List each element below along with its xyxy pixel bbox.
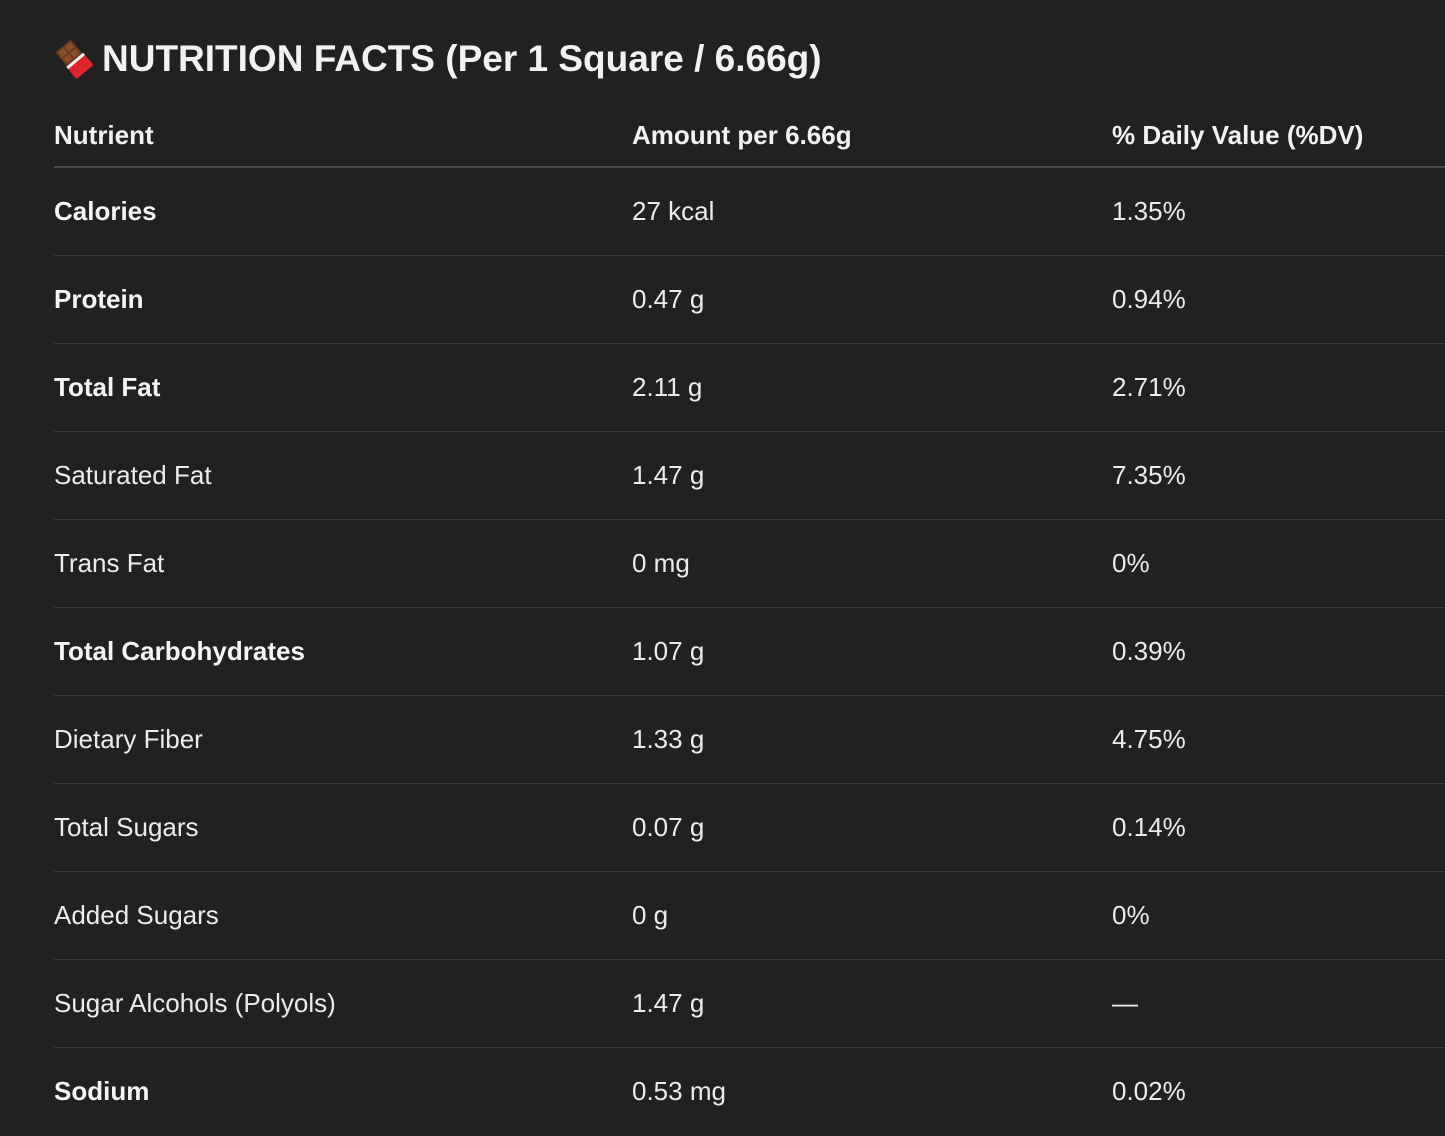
daily-value-cell: 4.75% bbox=[1112, 695, 1445, 784]
nutrition-table: Nutrient Amount per 6.66g % Daily Value … bbox=[54, 104, 1445, 1135]
column-header-amount: Amount per 6.66g bbox=[632, 104, 1112, 168]
daily-value-cell: 1.35% bbox=[1112, 167, 1445, 256]
daily-value-cell: 0.14% bbox=[1112, 783, 1445, 872]
amount-cell: 2.11 g bbox=[632, 343, 1112, 432]
nutrient-cell: Total Carbohydrates bbox=[54, 607, 632, 696]
nutrient-cell: Added Sugars bbox=[54, 871, 632, 960]
table-header-row: Nutrient Amount per 6.66g % Daily Value … bbox=[54, 104, 1445, 168]
table-row: Saturated Fat 1.47 g 7.35% bbox=[54, 431, 1445, 520]
daily-value-cell: 0.39% bbox=[1112, 607, 1445, 696]
table-row: Total Fat 2.11 g 2.71% bbox=[54, 343, 1445, 432]
amount-cell: 0.07 g bbox=[632, 783, 1112, 872]
table-row: Total Sugars 0.07 g 0.14% bbox=[54, 783, 1445, 872]
table-row: Protein 0.47 g 0.94% bbox=[54, 255, 1445, 344]
daily-value-cell: — bbox=[1112, 959, 1445, 1048]
nutrient-cell: Saturated Fat bbox=[54, 431, 632, 520]
table-row: Total Carbohydrates 1.07 g 0.39% bbox=[54, 607, 1445, 696]
nutrient-cell: Sodium bbox=[54, 1076, 150, 1106]
daily-value-cell: 0.02% bbox=[1112, 1076, 1186, 1106]
nutrient-cell: Calories bbox=[54, 167, 632, 256]
table-row: Dietary Fiber 1.33 g 4.75% bbox=[54, 695, 1445, 784]
nutrient-cell: Protein bbox=[54, 255, 632, 344]
table-row: Sugar Alcohols (Polyols) 1.47 g — bbox=[54, 959, 1445, 1048]
daily-value-cell: 0.94% bbox=[1112, 255, 1445, 344]
amount-cell: 27 kcal bbox=[632, 167, 1112, 256]
amount-cell: 0 mg bbox=[632, 519, 1112, 608]
table-row: Trans Fat 0 mg 0% bbox=[54, 519, 1445, 608]
page-title: NUTRITION FACTS (Per 1 Square / 6.66g) bbox=[102, 38, 822, 79]
nutrient-cell: Trans Fat bbox=[54, 519, 632, 608]
daily-value-cell: 2.71% bbox=[1112, 343, 1445, 432]
amount-cell: 0 g bbox=[632, 871, 1112, 960]
amount-cell: 1.33 g bbox=[632, 695, 1112, 784]
daily-value-cell: 7.35% bbox=[1112, 431, 1445, 520]
nutrient-cell: Total Sugars bbox=[54, 783, 632, 872]
column-header-nutrient: Nutrient bbox=[54, 104, 632, 168]
table-row: Sodium 0.53 mg 0.02% bbox=[54, 1048, 1445, 1136]
amount-cell: 0.53 mg bbox=[632, 1076, 726, 1106]
amount-cell: 0.47 g bbox=[632, 255, 1112, 344]
nutrient-cell: Total Fat bbox=[54, 343, 632, 432]
amount-cell: 1.47 g bbox=[632, 959, 1112, 1048]
column-header-daily-value: % Daily Value (%DV) bbox=[1112, 104, 1445, 168]
amount-cell: 1.47 g bbox=[632, 431, 1112, 520]
nutrient-cell: Sugar Alcohols (Polyols) bbox=[54, 959, 632, 1048]
nutrient-cell: Dietary Fiber bbox=[54, 695, 632, 784]
daily-value-cell: 0% bbox=[1112, 519, 1445, 608]
title-row: NUTRITION FACTS (Per 1 Square / 6.66g) bbox=[54, 32, 822, 86]
table-row: Added Sugars 0 g 0% bbox=[54, 871, 1445, 960]
daily-value-cell: 0% bbox=[1112, 871, 1445, 960]
amount-cell: 1.07 g bbox=[632, 607, 1112, 696]
chocolate-bar-icon bbox=[54, 39, 94, 79]
table-row: Calories 27 kcal 1.35% bbox=[54, 167, 1445, 256]
